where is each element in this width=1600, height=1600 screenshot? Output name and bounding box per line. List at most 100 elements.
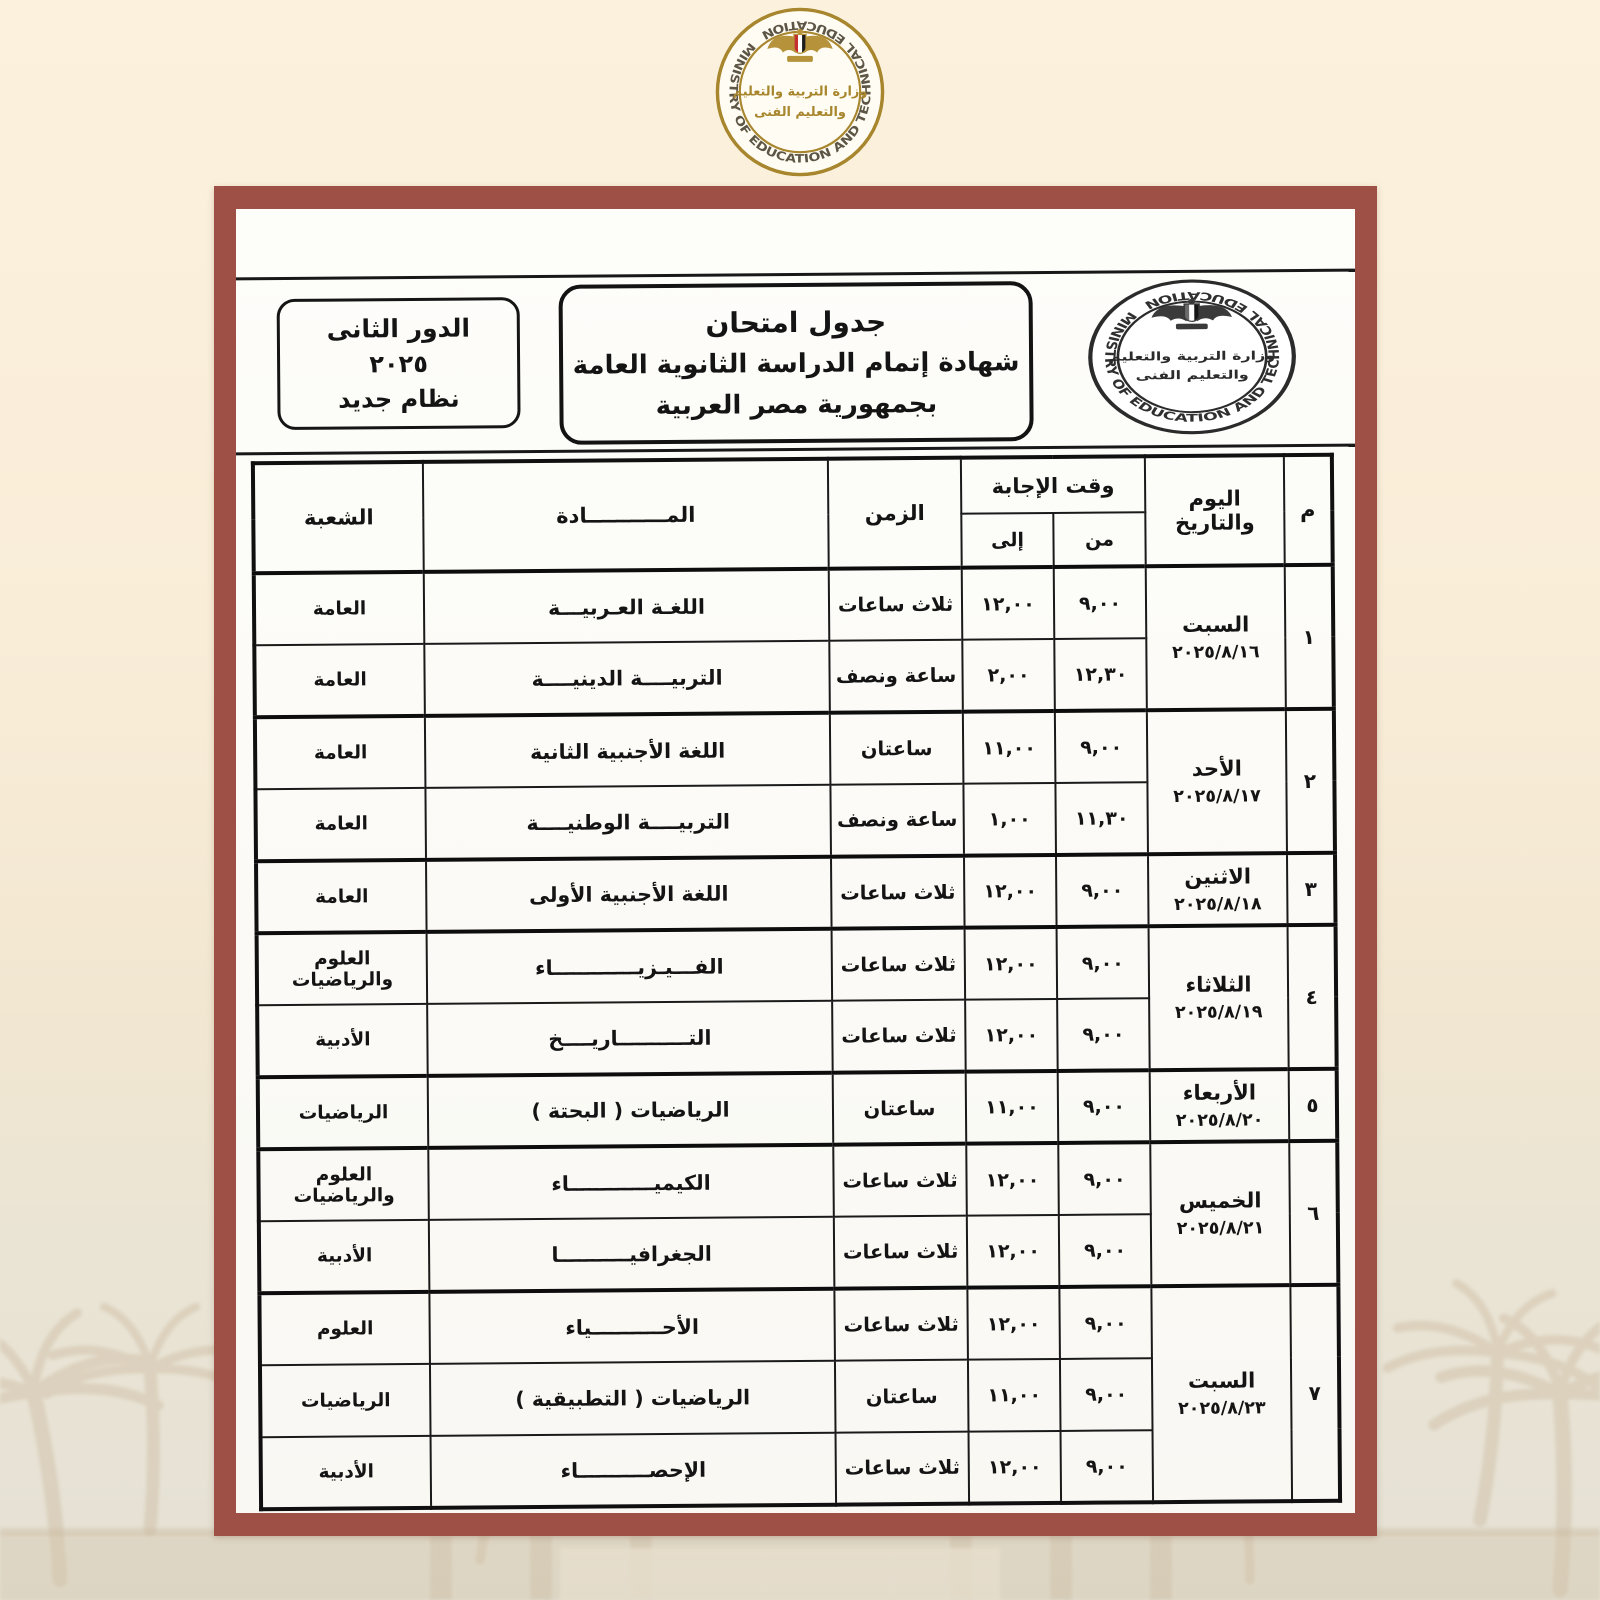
branch-cell: العلوم والرياضيات [256, 931, 428, 1006]
branch-cell: الرياضيات [259, 1363, 431, 1438]
duration-cell: ثلاث ساعات [830, 855, 965, 929]
table-row: ٦ الخميس ٢٠٢٥/٨/٢١ ٩,٠٠ ١٢,٠٠ ثلاث ساعات الكيم… [258, 1140, 1339, 1287]
branch-cell: الأدبية [257, 1003, 428, 1078]
header-branch: الشعبة [252, 461, 424, 574]
seal-arabic-line2: والتعليم الفنى [754, 105, 846, 120]
subject-cell: التــــــــــاريــــخ [427, 1000, 833, 1076]
time-from-cell: ٩,٠٠ [1059, 1358, 1153, 1431]
duration-cell: ثلاث ساعات [833, 1143, 967, 1217]
day-date: ٢٠٢٥/٨/٢١ [1176, 1218, 1265, 1240]
exam-title-box: جدول امتحان شهادة إتمام الدراسة الثانوية… [558, 281, 1034, 445]
time-to-cell: ١٢,٠٠ [965, 998, 1058, 1072]
time-from-cell: ٩,٠٠ [1056, 926, 1150, 999]
day-name: الأحد [1191, 756, 1242, 781]
time-to-cell: ١١,٠٠ [967, 1358, 1061, 1432]
time-to-cell: ٢,٠٠ [962, 638, 1055, 712]
row-number-cell: ٥ [1288, 1068, 1338, 1142]
time-to-cell: ١٢,٠٠ [966, 1142, 1059, 1216]
duration-cell: ثلاث ساعات [832, 999, 966, 1073]
time-from-cell: ٩,٠٠ [1058, 1142, 1151, 1215]
time-from-cell: ٩,٠٠ [1058, 1214, 1152, 1287]
exam-round-box: الدور الثانى ٢٠٢٥ نظام جديد [276, 297, 521, 431]
time-to-cell: ١,٠٠ [963, 782, 1057, 856]
time-from-cell: ١١,٣٠ [1055, 782, 1148, 855]
time-to-cell: ١٢,٠٠ [964, 926, 1058, 1000]
table-row: ٧ السبت ٢٠٢٥/٨/٢٣ ٩,٠٠ ١٢,٠٠ ثلاث ساعات الأحــ… [259, 1284, 1341, 1503]
subject-cell: الرياضيات ( البحتة ) [427, 1072, 834, 1148]
subject-cell: الأحــــــــــياء [429, 1288, 835, 1364]
row-number-cell: ٧ [1290, 1284, 1341, 1502]
time-to-cell: ١١,٠٠ [962, 710, 1056, 784]
table-row: ٣ الاثنين ٢٠٢٥/٨/١٨ ٩,٠٠ ١٢,٠٠ ثلاث ساعات اللغ… [256, 852, 1336, 934]
subject-cell: الفـــيـزيــــــــــــاء [426, 928, 833, 1004]
day-date-cell: الأحد ٢٠٢٥/٨/١٧ [1146, 709, 1287, 855]
table-row: ١ السبت ٢٠٢٥/٨/١٦ ٩,٠٠ ١٢,٠٠ ثلاث ساعات اللغـة… [253, 564, 1334, 711]
round-year: ٢٠٢٥ [369, 349, 429, 379]
day-name: الثلاثاء [1185, 972, 1252, 997]
branch-cell: الأدبية [258, 1219, 430, 1294]
row-number-cell: ٤ [1287, 924, 1337, 1070]
time-from-cell: ٩,٠٠ [1057, 998, 1150, 1071]
title-line3: بجمهورية مصر العربية [655, 388, 938, 421]
scan-content: الدور الثانى ٢٠٢٥ نظام جديد جدول امتحان … [236, 209, 1355, 1513]
day-date: ٢٠٢٥/٨/١٩ [1174, 1002, 1263, 1024]
scanned-document: الدور الثانى ٢٠٢٥ نظام جديد جدول امتحان … [236, 209, 1355, 1513]
branch-cell: العامة [255, 787, 427, 862]
seal-outer-ring [715, 7, 885, 177]
exam-schedule-table: م اليوم والتاريخ وقت الإجابة الزمن المــ… [250, 452, 1343, 1512]
time-from-cell: ٩,٠٠ [1054, 710, 1148, 783]
branch-cell: العامة [256, 859, 427, 934]
duration-cell: ساعة ونصف [830, 783, 964, 857]
time-from-cell: ٩,٠٠ [1056, 854, 1149, 927]
day-date: ٢٠٢٥/٨/٢٣ [1177, 1398, 1266, 1420]
branch-cell: العلوم والرياضيات [258, 1147, 429, 1222]
subject-cell: التربيــــة الوطنيــــة [425, 784, 831, 860]
branch-cell: العامة [253, 571, 425, 646]
day-date: ٢٠٢٥/٨/١٨ [1174, 894, 1262, 916]
table-header: م اليوم والتاريخ وقت الإجابة الزمن المــ… [252, 454, 1333, 574]
time-from-cell: ٩,٠٠ [1060, 1430, 1154, 1503]
row-number-cell: ١ [1284, 564, 1334, 710]
subject-cell: اللغة الأجنبية الأولى [426, 856, 832, 932]
row-number-cell: ٢ [1285, 708, 1335, 854]
time-from-cell: ١٢,٣٠ [1054, 638, 1147, 711]
day-date: ٢٠٢٥/٨/٢٠ [1175, 1110, 1264, 1132]
round-system: نظام جديد [338, 384, 460, 414]
subject-cell: الجغرافيــــــــــا [428, 1216, 835, 1292]
duration-cell: ساعتان [834, 1359, 969, 1433]
time-to-cell: ١٢,٠٠ [963, 854, 1057, 928]
subject-cell: التربيــــة الدينيــــة [424, 640, 830, 716]
header-answer-time: وقت الإجابة [960, 456, 1146, 514]
stamp-arabic-line2: والتعليم الفنى [1136, 368, 1249, 382]
header-subject: المـــــــــــادة [422, 458, 829, 572]
time-to-cell: ١٢,٠٠ [968, 1430, 1062, 1504]
duration-cell: ساعتان [829, 711, 964, 785]
duration-cell: ثلاث ساعات [835, 1431, 970, 1505]
time-to-cell: ١١,٠٠ [965, 1070, 1059, 1144]
header-duration: الزمن [827, 457, 962, 569]
day-date-cell: الاثنين ٢٠٢٥/٨/١٨ [1147, 853, 1288, 927]
day-date-cell: الأربعاء ٢٠٢٥/٨/٢٠ [1149, 1069, 1290, 1143]
branch-cell: العامة [254, 643, 425, 718]
day-name: الاثنين [1184, 864, 1252, 889]
time-to-cell: ١٢,٠٠ [966, 1214, 1060, 1288]
schedule-table-body: ١ السبت ٢٠٢٥/٨/١٦ ٩,٠٠ ١٢,٠٠ ثلاث ساعات اللغـة… [253, 564, 1341, 1510]
subject-cell: الكيميــــــــــــاء [428, 1144, 834, 1220]
day-name: السبت [1181, 612, 1250, 637]
duration-cell: ثلاث ساعات [828, 567, 963, 641]
subject-cell: اللغة الأجنبية الثانية [424, 712, 831, 788]
seal-arabic-line1: وزارة التربية والتعليم [733, 84, 868, 99]
duration-cell: ثلاث ساعات [833, 1215, 968, 1289]
ministry-stamp-logo: MINISTRY OF EDUCATION AND TECHNICAL EDUC… [1088, 279, 1296, 435]
day-date-cell: السبت ٢٠٢٥/٨/١٦ [1145, 565, 1286, 711]
time-to-cell: ١٢,٠٠ [967, 1286, 1060, 1360]
time-from-cell: ٩,٠٠ [1053, 566, 1147, 639]
duration-cell: ساعتان [832, 1071, 967, 1145]
header-from: من [1053, 512, 1146, 567]
day-name: السبت [1187, 1368, 1256, 1393]
day-date-cell: الخميس ٢٠٢٥/٨/٢١ [1150, 1141, 1291, 1287]
row-number-cell: ٣ [1286, 852, 1336, 926]
table-row: ٢ الأحد ٢٠٢٥/٨/١٧ ٩,٠٠ ١١,٠٠ ساعتان اللغة الأج… [254, 708, 1335, 855]
time-from-cell: ٩,٠٠ [1057, 1070, 1151, 1143]
